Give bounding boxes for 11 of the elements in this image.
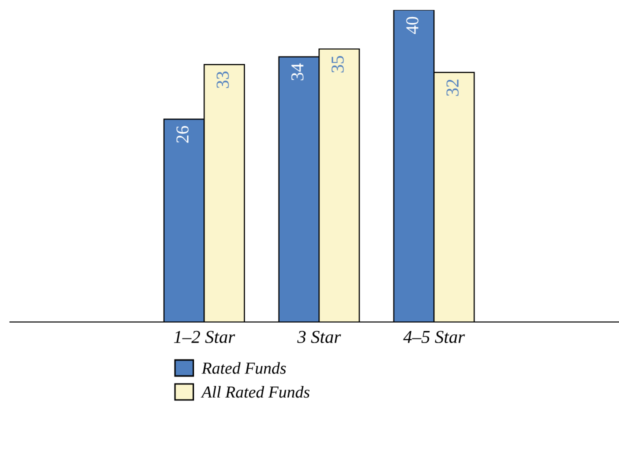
data-label: 40 xyxy=(406,16,418,34)
legend-label: All Rated Funds xyxy=(200,386,310,398)
x-tick-label: 3 Star xyxy=(297,330,341,344)
data-label: 32 xyxy=(446,80,459,96)
x-tick-label: 4–5 Star xyxy=(403,330,465,344)
data-label: 33 xyxy=(216,72,229,88)
x-tick-label: 1–2 Star xyxy=(174,330,236,344)
data-label: 26 xyxy=(176,126,189,143)
data-label: 34 xyxy=(291,63,304,80)
data-label: 35 xyxy=(332,56,344,72)
legend-label: Rated Funds xyxy=(202,362,286,374)
